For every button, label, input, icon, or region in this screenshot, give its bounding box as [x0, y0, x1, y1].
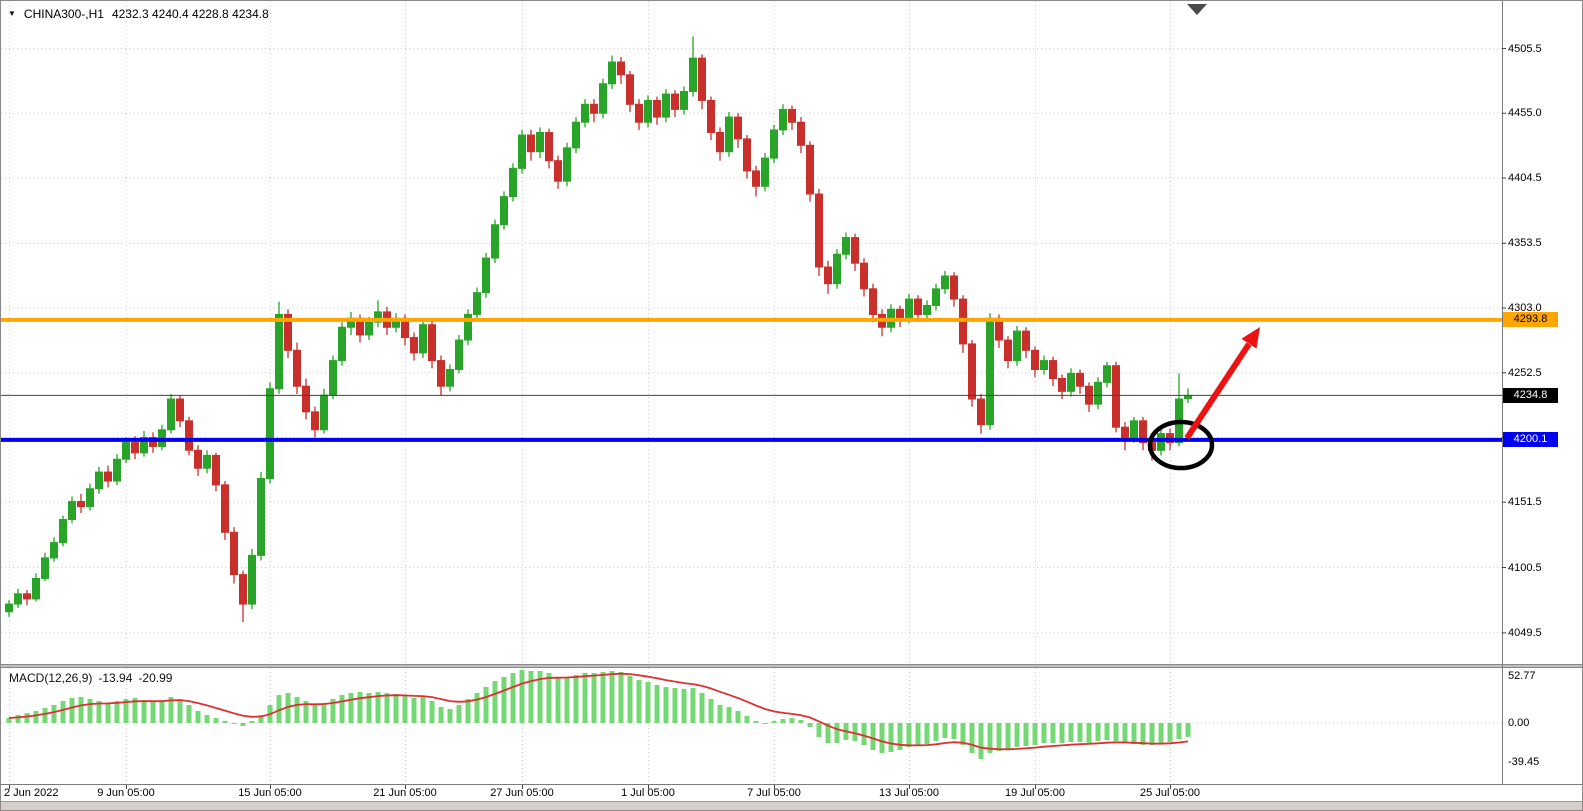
price-axis[interactable]: 4505.5 4455.0 4404.5 4353.5 4303.0 4252.5 4151…: [1503, 1, 1582, 801]
macd-signal-line: [8, 672, 1189, 751]
price-tick-label: 4151.5: [1508, 496, 1542, 509]
price-tick-label: 4252.5: [1508, 366, 1542, 379]
symbol-timeframe-label: CHINA300-,H1: [23, 7, 104, 21]
time-tick-label: 9 Jun 05:00: [97, 787, 155, 799]
time-tick-label: 21 Jun 05:00: [373, 787, 437, 799]
price-tick-label: 4100.5: [1508, 561, 1542, 574]
resistance-price-tag[interactable]: 4293.8: [1503, 312, 1558, 328]
time-tick-label: 15 Jun 05:00: [238, 787, 302, 799]
price-tick-label: 4455.0: [1508, 107, 1542, 120]
support-price-tag[interactable]: 4200.1: [1503, 432, 1558, 448]
ohlc-quote-label: 4232.3 4240.4 4228.8 4234.8: [111, 7, 269, 21]
chart-header: ▼ CHINA300-,H1 4232.3 4240.4 4228.8 4234…: [8, 7, 269, 21]
time-tick-label: 7 Jul 05:00: [747, 787, 801, 799]
one-click-trading-arrow-icon[interactable]: ▼: [8, 9, 16, 18]
macd-tick-label: 0.00: [1508, 717, 1530, 729]
time-tick-label: 19 Jul 05:00: [1005, 787, 1065, 799]
price-tick-label: 4049.5: [1508, 626, 1542, 639]
trend-arrow[interactable]: [1184, 327, 1260, 440]
time-tick-label: 2 Jun 2022: [4, 787, 59, 799]
grid-layer: [1, 1, 1502, 784]
time-tick-label: 1 Jul 05:00: [621, 787, 675, 799]
price-tick-label: 4505.5: [1508, 42, 1542, 55]
price-tick-label: 4303.0: [1508, 302, 1542, 315]
price-tick-label: 4353.5: [1508, 237, 1542, 250]
candles-layer: [5, 36, 1192, 622]
last-price-tag: 4234.8: [1503, 387, 1558, 403]
highlight-ellipse[interactable]: [1147, 419, 1215, 471]
macd-histogram-layer: [6, 670, 1191, 759]
price-tick-label: 4404.5: [1508, 171, 1542, 184]
time-tick-label: 25 Jul 05:00: [1140, 787, 1200, 799]
time-tick-label: 13 Jul 05:00: [879, 787, 939, 799]
macd-main-value: -13.94: [98, 671, 133, 685]
macd-tick-label: -39.45: [1508, 756, 1540, 769]
time-tick-label: 27 Jun 05:00: [490, 787, 554, 799]
chart-shift-icon[interactable]: [1187, 4, 1207, 15]
macd-tick-label: 52.77: [1508, 670, 1536, 682]
macd-signal-value: -20.99: [138, 671, 173, 685]
macd-indicator-label: MACD(12,26,9) -13.94 -20.99: [9, 671, 172, 685]
macd-name-label: MACD(12,26,9): [9, 671, 93, 685]
time-axis[interactable]: 2 Jun 2022 9 Jun 05:00 15 Jun 05:00 21 Jun …: [1, 787, 1502, 801]
